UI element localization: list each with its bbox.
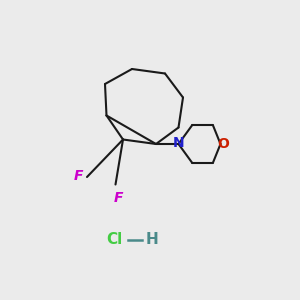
- Text: F: F: [74, 169, 83, 182]
- Text: F: F: [114, 190, 124, 205]
- Text: O: O: [218, 137, 230, 151]
- Text: Cl: Cl: [106, 232, 122, 247]
- Text: N: N: [173, 136, 184, 150]
- Text: H: H: [146, 232, 158, 247]
